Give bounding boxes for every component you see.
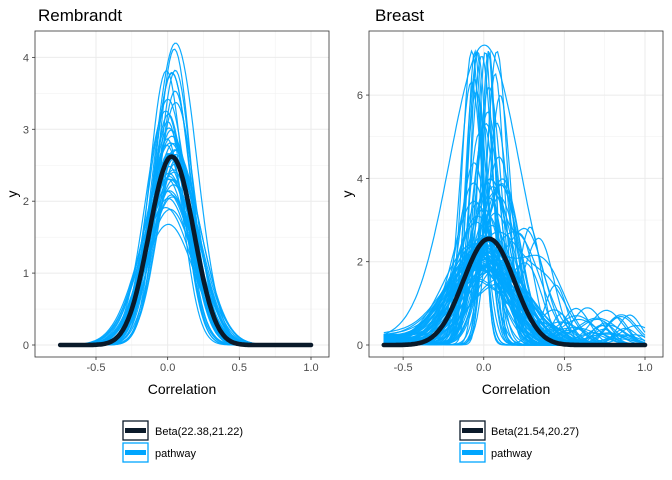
beta-density-line bbox=[381, 236, 648, 348]
y-tick-label: 0 bbox=[23, 340, 29, 352]
legend-label-beta-rembrandt: Beta(22.38,21.22) bbox=[155, 426, 243, 438]
x-tick-label: 0.0 bbox=[476, 362, 491, 374]
legend-label-pathway-rembrandt: pathway bbox=[155, 448, 196, 460]
plot-border-rembrandt bbox=[34, 30, 330, 358]
panel-title-rembrandt: Rembrandt bbox=[38, 6, 122, 25]
lines-breast bbox=[381, 44, 648, 348]
y-tick-label: 6 bbox=[357, 90, 363, 102]
beta-density-line bbox=[57, 154, 314, 348]
legend-breast: Beta(21.54,20.27) pathway bbox=[459, 420, 579, 463]
lines-rembrandt bbox=[57, 42, 314, 348]
legend-rembrandt: Beta(22.38,21.22) pathway bbox=[122, 420, 243, 463]
plot-border-breast bbox=[368, 30, 664, 358]
x-tick-label: 1.0 bbox=[303, 362, 318, 374]
x-tick-label: 0.5 bbox=[557, 362, 572, 374]
y-tick-label: 1 bbox=[23, 268, 29, 280]
panel-breast: Breast -0.5 0.0 0.5 1.0 0 2 4 6 Correlation y B… bbox=[339, 6, 664, 463]
x-axis-label-breast: Correlation bbox=[482, 381, 550, 397]
panel-title-breast: Breast bbox=[375, 6, 424, 25]
x-tick-label: 0.0 bbox=[160, 362, 175, 374]
x-tick-label: 1.0 bbox=[637, 362, 652, 374]
x-axis-label-rembrandt: Correlation bbox=[148, 381, 216, 397]
legend-label-pathway-breast: pathway bbox=[491, 448, 532, 460]
y-tick-label: 2 bbox=[357, 257, 363, 269]
x-tick-label: 0.5 bbox=[232, 362, 247, 374]
legend-label-beta-breast: Beta(21.54,20.27) bbox=[491, 426, 579, 438]
axis-ticks-breast: -0.5 0.0 0.5 1.0 0 2 4 6 bbox=[357, 90, 653, 374]
axis-ticks-rembrandt: -0.5 0.0 0.5 1.0 0 1 2 3 4 bbox=[23, 52, 319, 374]
y-tick-label: 2 bbox=[23, 196, 29, 208]
y-tick-label: 0 bbox=[357, 340, 363, 352]
y-tick-label: 3 bbox=[23, 124, 29, 136]
y-axis-label-breast: y bbox=[339, 191, 355, 198]
x-tick-label: -0.5 bbox=[394, 362, 413, 374]
x-tick-label: -0.5 bbox=[87, 362, 106, 374]
pathway-density-line bbox=[383, 264, 645, 346]
y-axis-label-rembrandt: y bbox=[4, 191, 20, 198]
panel-rembrandt: Rembrandt -0.5 0.0 0.5 1.0 0 1 2 3 4 Correlation… bbox=[4, 6, 330, 463]
y-tick-label: 4 bbox=[23, 52, 29, 64]
y-tick-label: 4 bbox=[357, 173, 363, 185]
pathway-density-line bbox=[383, 264, 646, 345]
